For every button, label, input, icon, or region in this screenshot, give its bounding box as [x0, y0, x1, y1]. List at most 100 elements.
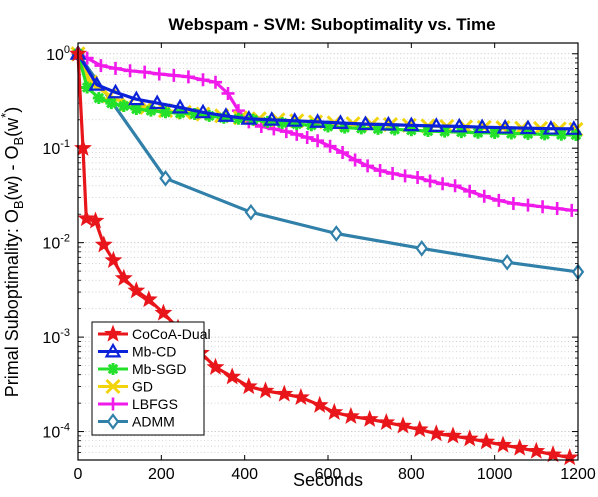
data-point: [130, 103, 143, 116]
data-point: [74, 138, 92, 156]
data-point: [105, 97, 118, 110]
x-tick-label: 1000: [477, 466, 513, 483]
data-point: [436, 177, 450, 191]
data-point: [341, 406, 360, 424]
y-tick-label: 10-4: [42, 422, 70, 442]
data-point: [107, 83, 124, 99]
data-point: [104, 324, 122, 342]
data-point: [154, 303, 173, 321]
data-point: [114, 268, 133, 286]
legend-box: [91, 321, 205, 436]
data-point: [322, 120, 334, 133]
data-point: [88, 76, 106, 91]
data-point: [448, 179, 462, 193]
x-tick-label: 200: [148, 466, 175, 483]
data-point: [117, 99, 130, 112]
data-point: [181, 70, 195, 84]
tick-labels: 0 200 400 600 800 1000 1200 10-4 10-3 10-2 10-1 100: [42, 44, 595, 483]
data-point: [300, 130, 314, 144]
data-point: [544, 445, 562, 463]
data-point: [438, 125, 451, 138]
data-point: [138, 65, 152, 79]
legend-item: Mb-CD: [98, 342, 176, 360]
data-point: [422, 125, 434, 138]
data-point: [510, 438, 529, 456]
data-point: [336, 146, 350, 160]
data-point: [310, 395, 329, 413]
data-point: [104, 250, 123, 268]
data-point: [275, 384, 294, 402]
data-point: [427, 117, 445, 132]
data-point: [450, 117, 468, 133]
data-point: [427, 424, 446, 442]
data-point: [188, 108, 201, 121]
data-point: [555, 128, 568, 141]
series-mb-cd: [69, 45, 583, 135]
data-point: [106, 413, 120, 430]
data-point: [519, 119, 537, 135]
data-point: [86, 211, 105, 229]
data-point: [217, 107, 235, 122]
chart-title: Webspam - SVM: Suboptimality vs. Time: [168, 15, 495, 34]
y-axis-label: Primal Suboptimality: OB(w) - OB(w*): [0, 107, 26, 397]
data-point: [550, 201, 564, 215]
data-point: [221, 86, 235, 100]
data-point: [263, 111, 281, 126]
data-point: [209, 75, 222, 89]
data-point: [286, 112, 304, 127]
legend-label: GD: [132, 379, 153, 395]
data-point: [194, 103, 212, 119]
data-point: [330, 225, 343, 242]
data-point: [500, 253, 514, 271]
data-point: [477, 432, 496, 450]
data-point: [144, 104, 157, 117]
data-point: [323, 139, 337, 153]
data-point: [560, 448, 579, 466]
data-point: [106, 397, 120, 411]
data-point: [325, 402, 344, 420]
data-point: [256, 381, 275, 399]
data-point: [565, 120, 583, 135]
data-point: [239, 377, 258, 395]
data-point: [77, 209, 96, 227]
data-point: [386, 166, 400, 180]
data-point: [94, 59, 108, 73]
data-point: [527, 441, 546, 459]
data-point: [377, 412, 396, 431]
data-point: [276, 116, 289, 129]
data-point: [372, 122, 384, 135]
data-point: [394, 416, 412, 434]
data-point: [357, 115, 374, 131]
data-point: [107, 363, 119, 375]
y-tick-label: 10-1: [42, 138, 70, 158]
data-point: [290, 118, 303, 131]
data-point: [536, 200, 550, 214]
data-point: [565, 203, 579, 217]
data-point: [139, 290, 158, 308]
data-point: [105, 378, 121, 395]
data-point: [402, 116, 420, 132]
data-point: [196, 73, 210, 87]
data-point: [380, 115, 397, 131]
data-point: [506, 196, 520, 210]
legend-label: Mb-SGD: [132, 361, 186, 377]
data-point: [167, 68, 181, 82]
data-point: [123, 64, 137, 78]
x-tick-label: 600: [315, 466, 342, 483]
data-point: [360, 409, 379, 427]
legend-label: LBFGS: [132, 396, 178, 412]
data-point: [94, 235, 113, 253]
data-point: [473, 118, 491, 134]
data-point: [410, 420, 429, 438]
data-point: [332, 114, 349, 129]
y-tick-label: 10-3: [42, 327, 70, 347]
legend-label: CoCoA-Dual: [132, 326, 211, 342]
x-tick-label: 1200: [560, 466, 596, 483]
data-point: [127, 90, 145, 106]
legend-item: GD: [98, 379, 153, 395]
data-point: [494, 435, 512, 453]
legend-item: Mb-SGD: [98, 361, 186, 377]
data-point: [109, 61, 122, 75]
y-tick-label: 10-2: [42, 233, 70, 253]
